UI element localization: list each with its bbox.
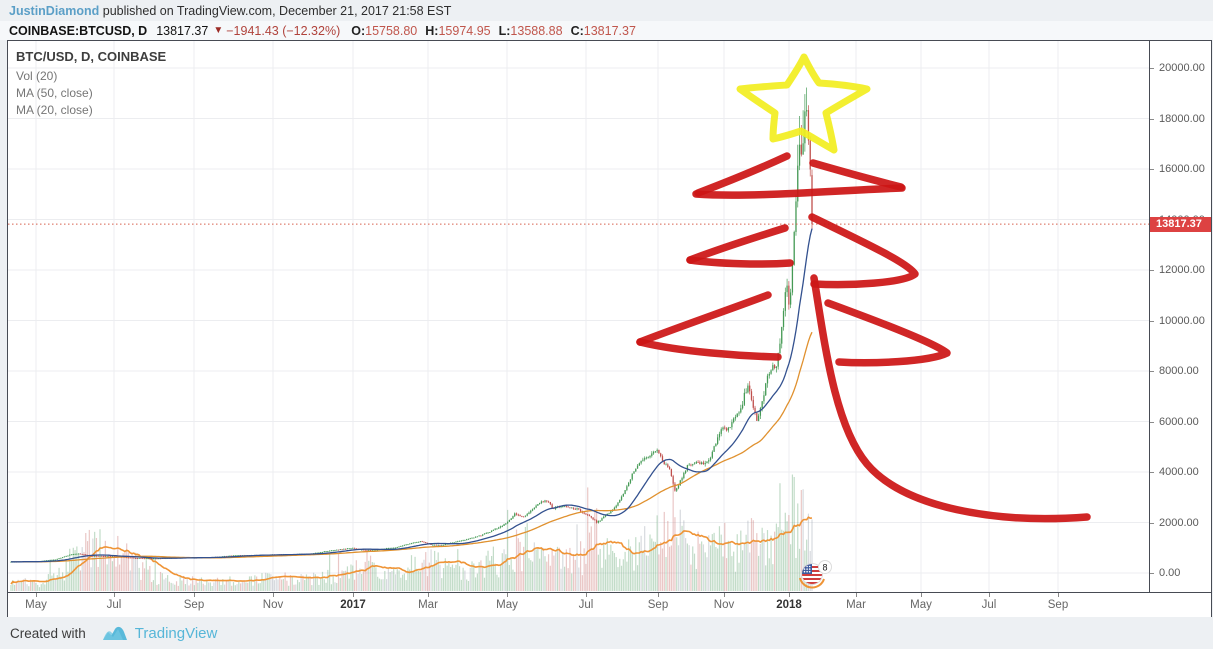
price-axis-tick (1150, 573, 1154, 574)
price-axis-tick (1150, 522, 1154, 524)
time-axis-tick (273, 593, 274, 597)
time-axis-label: Jul (981, 599, 997, 611)
attribution-text: published on TradingView.com, December 2… (99, 3, 452, 18)
price-axis-tick (1150, 68, 1154, 69)
legend-symbol-title[interactable]: BTC/USD, D, COINBASE (16, 49, 167, 64)
tree-branch-drawing (809, 159, 905, 191)
time-axis-label: Sep (183, 599, 205, 611)
tree-branch-drawing (692, 184, 906, 199)
price-axis-label: 10000.00 (1159, 314, 1205, 327)
symbol-name[interactable]: COINBASE:BTCUSD, D (9, 23, 148, 38)
price-chart-canvas[interactable]: 8 (8, 41, 1149, 592)
price-axis-label: 4000.00 (1159, 466, 1199, 478)
price-axis-label: 18000.00 (1159, 112, 1205, 125)
time-axis-label: Nov (262, 599, 284, 611)
time-axis-label: Mar (418, 599, 438, 611)
time-axis-tick (114, 593, 115, 597)
time-axis-label: Nov (713, 599, 735, 611)
tree-branch-drawing (686, 256, 794, 268)
symbol-ohlc-bar: COINBASE:BTCUSD, D 13817.37 ▼ −1941.43 (… (0, 21, 1213, 40)
ma20-line (11, 228, 813, 563)
tree-branch-drawing (810, 274, 1091, 523)
legend-ma20-study[interactable]: MA (20, close) (16, 103, 93, 117)
low-label: L: (498, 23, 511, 38)
time-axis-tick (507, 593, 508, 597)
time-axis-label: Jul (578, 599, 594, 611)
time-axis-tick (428, 593, 429, 597)
price-axis-label: 12000.00 (1159, 264, 1205, 276)
tree-branch-drawing (686, 224, 789, 264)
price-axis-label: 8000.00 (1159, 365, 1199, 377)
price-change: −1941.43 (−12.32%) (226, 23, 341, 38)
tradingview-logo-icon[interactable] (102, 625, 128, 642)
last-price-badge: 13817.37 (1150, 216, 1211, 232)
price-axis-tick (1150, 421, 1154, 423)
last-price: 13817.37 (156, 23, 209, 38)
time-axis-label: Sep (1047, 599, 1069, 611)
attribution-bar: JustinDiamond published on TradingView.c… (0, 0, 1213, 21)
tradingview-brand-link[interactable]: TradingView (134, 624, 218, 642)
time-axis-tick (658, 593, 659, 597)
footer-bar: Created with TradingView (0, 617, 1213, 649)
legend-volume-study[interactable]: Vol (20) (16, 69, 58, 83)
star-drawing (736, 53, 871, 154)
time-axis-label: May (25, 599, 47, 611)
price-axis-tick (1150, 169, 1154, 170)
chart-window: 8 BTC/USD, D, COINBASE Vol (20) MA (50, … (7, 40, 1212, 619)
time-axis-tick (724, 593, 725, 597)
price-axis-tick (1150, 118, 1154, 120)
open-value: 15758.80 (365, 23, 418, 38)
event-badge-count: 8 (822, 563, 827, 573)
time-axis-tick (353, 593, 354, 597)
tree-branch-drawing (808, 213, 919, 289)
time-axis-tick (36, 593, 37, 597)
created-with-text: Created with (10, 625, 86, 641)
time-axis-label: May (910, 599, 932, 611)
tree-branch-drawing (636, 291, 772, 346)
time-axis-tick (921, 593, 922, 597)
time-axis-tick (989, 593, 990, 597)
price-axis-label: 6000.00 (1159, 415, 1199, 428)
ma50-line (11, 331, 813, 563)
price-axis-label: 2000.00 (1159, 516, 1199, 529)
open-label: O: (351, 23, 366, 38)
tree-branch-drawing (824, 299, 951, 367)
time-axis-tick (789, 593, 790, 597)
time-axis-label: 2018 (776, 599, 802, 611)
time-axis-label: Jul (106, 599, 122, 611)
time-axis-label: 2017 (340, 599, 366, 611)
time-axis-label: May (496, 599, 518, 611)
price-axis-tick (1150, 320, 1154, 322)
tree-branch-drawing (694, 152, 791, 197)
time-axis-tick (856, 593, 857, 597)
time-axis-label: Sep (647, 599, 669, 611)
time-axis-tick (1058, 593, 1059, 597)
event-badge-us-flag[interactable]: 8 (799, 560, 832, 589)
price-axis-tick (1150, 472, 1154, 473)
tree-branch-drawing (636, 338, 782, 361)
price-axis-label: 20000.00 (1159, 62, 1205, 74)
price-axis-tick (1150, 371, 1154, 372)
down-triangle-icon: ▼ (213, 25, 224, 36)
price-axis-tick (1150, 270, 1154, 271)
time-axis-label: Mar (846, 599, 866, 611)
high-label: H: (425, 23, 439, 38)
high-value: 15974.95 (438, 23, 491, 38)
chart-legend: BTC/USD, D, COINBASE Vol (20) MA (50, cl… (16, 49, 166, 119)
time-axis[interactable]: May Jul Sep Nov 2017 Mar May Jul Sep Nov 2018 Mar Ma… (8, 592, 1211, 618)
time-axis-tick (194, 593, 195, 597)
price-axis-label: 0.00 (1159, 567, 1181, 579)
time-axis-tick (586, 593, 587, 597)
legend-ma50-study[interactable]: MA (50, close) (16, 86, 93, 100)
close-value: 13817.37 (583, 23, 636, 38)
price-axis-label: 16000.00 (1159, 163, 1205, 175)
close-label: C: (570, 23, 584, 38)
low-value: 13588.88 (510, 23, 563, 38)
price-axis[interactable]: 13817.37 0.00 2000.00 4000.00 6000.00 8000.0… (1149, 41, 1211, 592)
author-link[interactable]: JustinDiamond (9, 3, 100, 18)
